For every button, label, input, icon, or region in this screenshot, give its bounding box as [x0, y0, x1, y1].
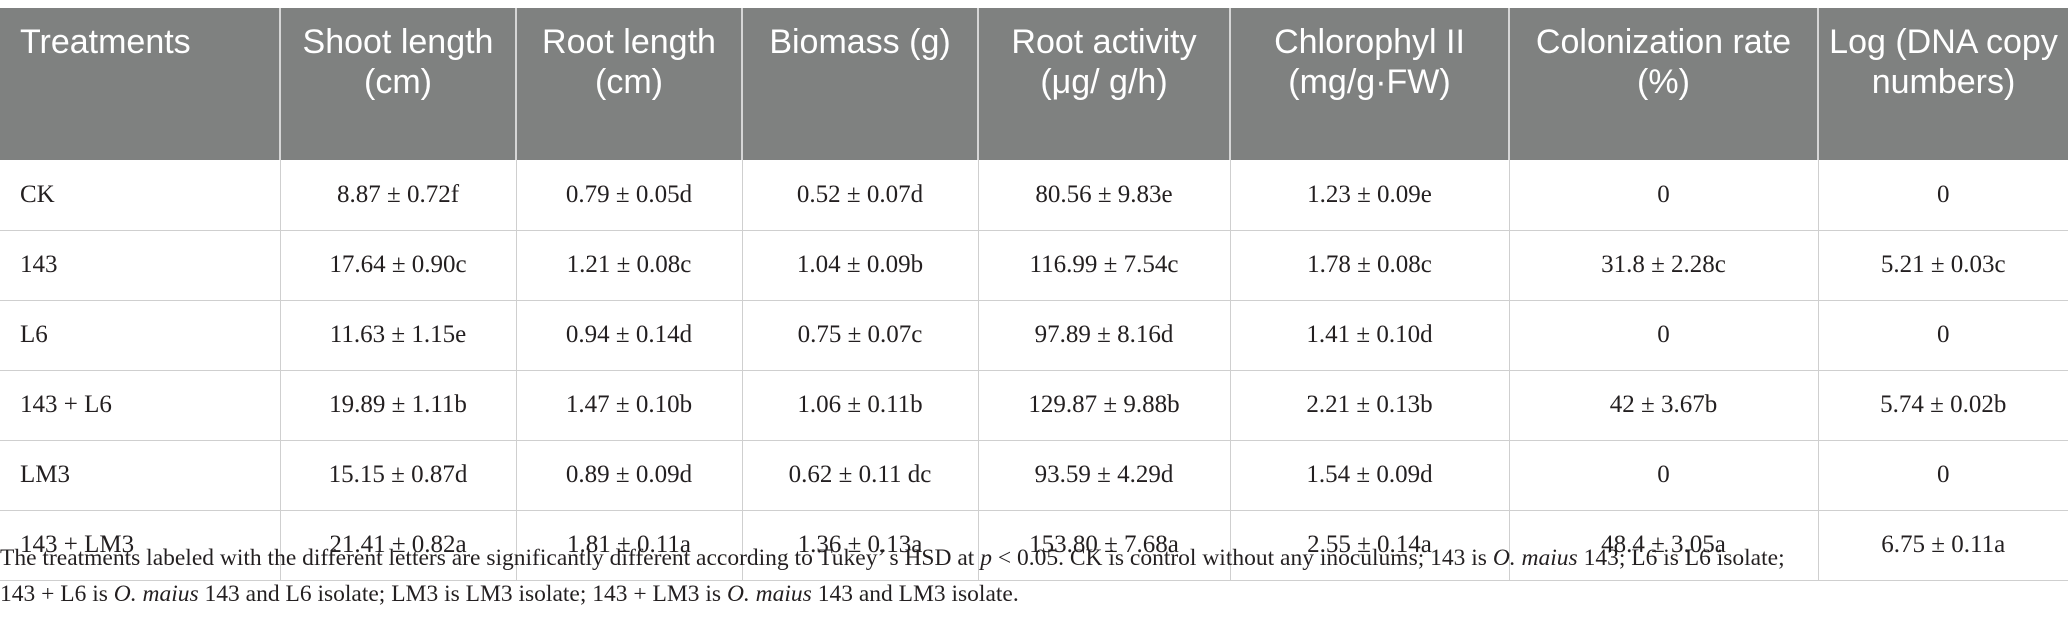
header-chlorophyll: Chlorophyl II (mg/g·FW) [1229, 8, 1509, 160]
header-shoot-length: Shoot length (cm) [279, 8, 516, 160]
cell-treatment: L6 [0, 300, 280, 371]
cell-colonization-rate: 48.4 ± 3.05a [1508, 510, 1818, 581]
cell-biomass: 1.04 ± 0.09b [741, 230, 978, 301]
header-row: Treatments Shoot length (cm) Root length… [0, 8, 2068, 160]
cell-log-dna-copy: 6.75 ± 0.11a [1817, 510, 2068, 581]
footnote-text: The treatments labeled with the differen… [0, 545, 981, 571]
cell-shoot-length: 11.63 ± 1.15e [279, 300, 516, 371]
table-footnote: The treatments labeled with the differen… [0, 540, 2068, 612]
cell-chlorophyll: 2.55 ± 0.14a [1229, 510, 1509, 581]
cell-treatment: 143 [0, 230, 280, 301]
table-row: CK 8.87 ± 0.72f 0.79 ± 0.05d 0.52 ± 0.07… [0, 160, 2068, 231]
cell-root-length: 1.81 ± 0.11a [515, 510, 742, 581]
cell-colonization-rate: 31.8 ± 2.28c [1508, 230, 1818, 301]
cell-biomass: 1.36 ± 0.13a [741, 510, 978, 581]
table-row: 143 17.64 ± 0.90c 1.21 ± 0.08c 1.04 ± 0.… [0, 230, 2068, 301]
cell-colonization-rate: 0 [1508, 300, 1818, 371]
cell-root-activity: 97.89 ± 8.16d [977, 300, 1230, 371]
cell-biomass: 1.06 ± 0.11b [741, 370, 978, 441]
table-row: 143 + L6 19.89 ± 1.11b 1.47 ± 0.10b 1.06… [0, 370, 2068, 441]
cell-root-activity: 153.80 ± 7.68a [977, 510, 1230, 581]
cell-shoot-length: 19.89 ± 1.11b [279, 370, 516, 441]
cell-root-length: 1.21 ± 0.08c [515, 230, 742, 301]
footnote-text: 143; L6 is L6 isolate; [1577, 545, 1785, 571]
cell-log-dna-copy: 0 [1817, 160, 2068, 231]
cell-chlorophyll: 1.41 ± 0.10d [1229, 300, 1509, 371]
footnote-species-name: O. maius [1492, 545, 1578, 571]
cell-biomass: 0.52 ± 0.07d [741, 160, 978, 231]
cell-treatment: 143 + L6 [0, 370, 280, 441]
footnote-text: 143 and L6 isolate; LM3 is LM3 isolate; … [198, 581, 727, 607]
footnote-text: 143 + L6 is [0, 581, 114, 607]
table-row: 143 + LM3 21.41 ± 0.82a 1.81 ± 0.11a 1.3… [0, 510, 2068, 581]
cell-treatment: LM3 [0, 440, 280, 511]
header-biomass: Biomass (g) [741, 8, 978, 160]
cell-colonization-rate: 0 [1508, 440, 1818, 511]
cell-log-dna-copy: 0 [1817, 440, 2068, 511]
footnote-species-name: O. maius [726, 581, 812, 607]
cell-colonization-rate: 42 ± 3.67b [1508, 370, 1818, 441]
cell-root-activity: 93.59 ± 4.29d [977, 440, 1230, 511]
cell-log-dna-copy: 0 [1817, 300, 2068, 371]
results-table-container: Treatments Shoot length (cm) Root length… [0, 8, 2068, 581]
cell-shoot-length: 8.87 ± 0.72f [279, 160, 516, 231]
footnote-p-value: p [980, 545, 992, 571]
cell-root-length: 0.79 ± 0.05d [515, 160, 742, 231]
header-root-length: Root length (cm) [515, 8, 742, 160]
header-log-dna-copy: Log (DNA copy numbers) [1817, 8, 2068, 160]
footnote-species-name: O. maius [113, 581, 199, 607]
cell-shoot-length: 21.41 ± 0.82a [279, 510, 516, 581]
cell-log-dna-copy: 5.21 ± 0.03c [1817, 230, 2068, 301]
table-body: CK 8.87 ± 0.72f 0.79 ± 0.05d 0.52 ± 0.07… [0, 160, 2068, 581]
cell-treatment: 143 + LM3 [0, 510, 280, 581]
cell-log-dna-copy: 5.74 ± 0.02b [1817, 370, 2068, 441]
cell-chlorophyll: 1.78 ± 0.08c [1229, 230, 1509, 301]
table-header: Treatments Shoot length (cm) Root length… [0, 8, 2068, 160]
cell-chlorophyll: 1.54 ± 0.09d [1229, 440, 1509, 511]
cell-biomass: 0.62 ± 0.11 dc [741, 440, 978, 511]
cell-shoot-length: 15.15 ± 0.87d [279, 440, 516, 511]
cell-shoot-length: 17.64 ± 0.90c [279, 230, 516, 301]
cell-root-activity: 116.99 ± 7.54c [977, 230, 1230, 301]
footnote-text: < 0.05. CK is control without any inocul… [991, 545, 1493, 571]
cell-biomass: 0.75 ± 0.07c [741, 300, 978, 371]
table-row: L6 11.63 ± 1.15e 0.94 ± 0.14d 0.75 ± 0.0… [0, 300, 2068, 371]
footnote-text: 143 and LM3 isolate. [811, 581, 1019, 607]
header-root-activity: Root activity (μg/ g/h) [977, 8, 1230, 160]
results-table: Treatments Shoot length (cm) Root length… [0, 8, 2068, 581]
cell-chlorophyll: 2.21 ± 0.13b [1229, 370, 1509, 441]
cell-root-activity: 129.87 ± 9.88b [977, 370, 1230, 441]
table-row: LM3 15.15 ± 0.87d 0.89 ± 0.09d 0.62 ± 0.… [0, 440, 2068, 511]
cell-colonization-rate: 0 [1508, 160, 1818, 231]
cell-chlorophyll: 1.23 ± 0.09e [1229, 160, 1509, 231]
cell-root-length: 1.47 ± 0.10b [515, 370, 742, 441]
cell-treatment: CK [0, 160, 280, 231]
cell-root-activity: 80.56 ± 9.83e [977, 160, 1230, 231]
cell-root-length: 0.89 ± 0.09d [515, 440, 742, 511]
cell-root-length: 0.94 ± 0.14d [515, 300, 742, 371]
header-treatments: Treatments [0, 8, 280, 160]
header-colonization-rate: Colonization rate (%) [1508, 8, 1818, 160]
